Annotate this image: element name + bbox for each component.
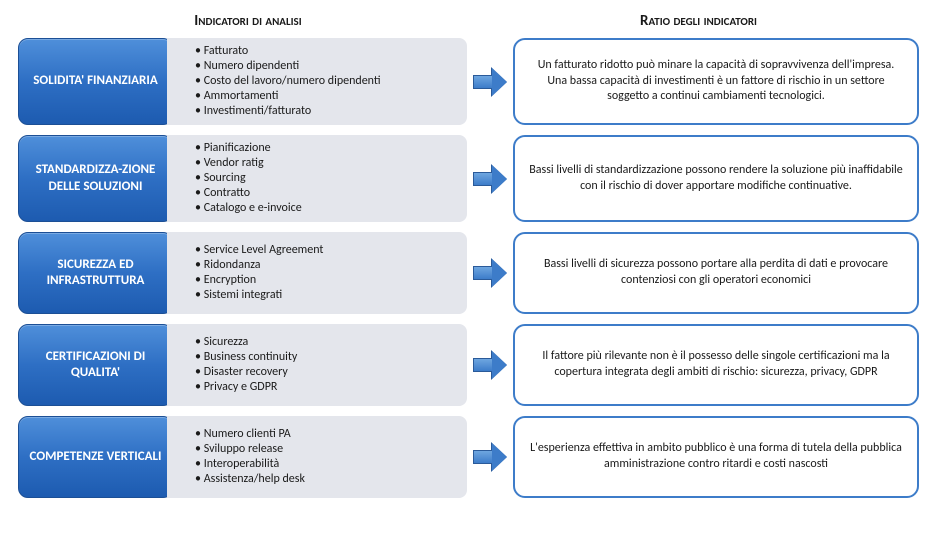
indicator-item: Numero dipendenti — [195, 59, 457, 74]
ratio-text: L'esperienza effettiva in ambito pubblic… — [513, 416, 919, 498]
ratio-text: Il fattore più rilevante non è il posses… — [513, 324, 919, 406]
arrow-icon — [467, 324, 513, 406]
indicator-list: PianificazioneVendor ratigSourcingContra… — [167, 135, 467, 222]
category-label: STANDARDIZZA-ZIONE DELLE SOLUZIONI — [18, 135, 173, 222]
indicator-item: Investimenti/fatturato — [195, 104, 457, 119]
indicator-item: Sviluppo release — [195, 442, 457, 457]
indicator-item: Ridondanza — [195, 258, 457, 273]
ratio-text: Un fatturato ridotto può minare la capac… — [513, 38, 919, 125]
ratio-text: Bassi livelli di standardizzazione posso… — [513, 135, 919, 222]
indicator-item: Ammortamenti — [195, 89, 457, 104]
column-headers: Indicatori di analisi Ratio degli indica… — [18, 12, 919, 30]
category-label: CERTIFICAZIONI DI QUALITA' — [18, 324, 173, 406]
category-label: COMPETENZE VERTICALI — [18, 416, 173, 498]
indicator-item: Vendor ratig — [195, 156, 457, 171]
indicator-item: Interoperabilità — [195, 457, 457, 472]
row-2: SICUREZZA ED INFRASTRUTTURAService Level… — [18, 232, 919, 314]
arrow-icon — [467, 135, 513, 222]
indicator-list: FatturatoNumero dipendentiCosto del lavo… — [167, 38, 467, 125]
indicator-list: SicurezzaBusiness continuityDisaster rec… — [167, 324, 467, 406]
arrow-icon — [467, 232, 513, 314]
indicator-item: Sicurezza — [195, 335, 457, 350]
indicator-item: Assistenza/help desk — [195, 472, 457, 487]
row-4: COMPETENZE VERTICALINumero clienti PASvi… — [18, 416, 919, 498]
indicator-item: Disaster recovery — [195, 365, 457, 380]
indicator-item: Fatturato — [195, 44, 457, 59]
category-label: SOLIDITA' FINANZIARIA — [18, 38, 173, 125]
header-ratio: Ratio degli indicatori — [478, 12, 919, 30]
arrow-icon — [467, 416, 513, 498]
indicator-item: Catalogo e e-invoice — [195, 201, 457, 216]
row-1: STANDARDIZZA-ZIONE DELLE SOLUZIONIPianif… — [18, 135, 919, 222]
indicator-list: Numero clienti PASviluppo releaseInterop… — [167, 416, 467, 498]
indicator-item: Numero clienti PA — [195, 427, 457, 442]
indicator-item: Encryption — [195, 273, 457, 288]
arrow-icon — [467, 38, 513, 125]
rows-container: SOLIDITA' FINANZIARIAFatturatoNumero dip… — [18, 38, 919, 498]
row-3: CERTIFICAZIONI DI QUALITA'SicurezzaBusin… — [18, 324, 919, 406]
indicator-item: Sourcing — [195, 171, 457, 186]
ratio-text: Bassi livelli di sicurezza possono porta… — [513, 232, 919, 314]
header-indicators: Indicatori di analisi — [18, 12, 478, 30]
indicator-item: Pianificazione — [195, 141, 457, 156]
row-0: SOLIDITA' FINANZIARIAFatturatoNumero dip… — [18, 38, 919, 125]
indicator-item: Business continuity — [195, 350, 457, 365]
indicator-list: Service Level AgreementRidondanzaEncrypt… — [167, 232, 467, 314]
category-label: SICUREZZA ED INFRASTRUTTURA — [18, 232, 173, 314]
indicator-item: Service Level Agreement — [195, 243, 457, 258]
indicator-item: Contratto — [195, 186, 457, 201]
indicator-item: Costo del lavoro/numero dipendenti — [195, 74, 457, 89]
indicator-item: Privacy e GDPR — [195, 380, 457, 395]
indicator-item: Sistemi integrati — [195, 288, 457, 303]
